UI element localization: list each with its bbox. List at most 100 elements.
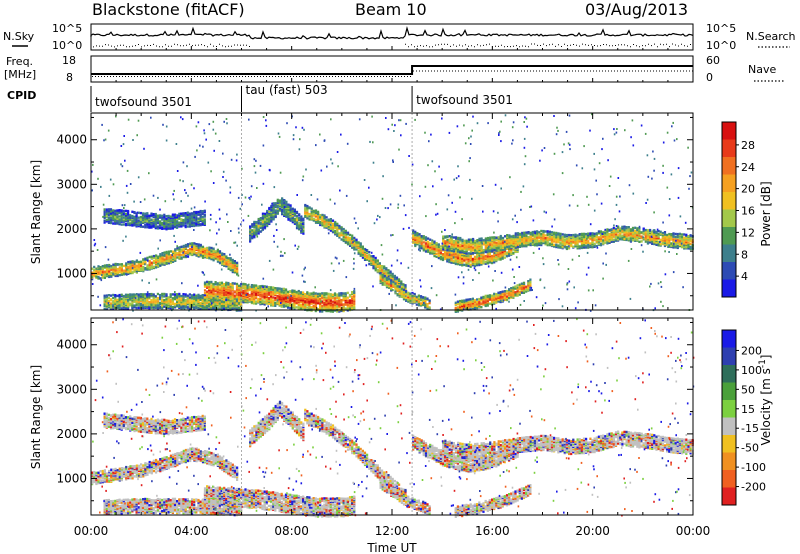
data-cell — [206, 290, 209, 293]
data-cell — [346, 303, 349, 306]
data-cell — [518, 236, 522, 239]
data-cell — [107, 304, 110, 307]
data-cell — [678, 232, 681, 236]
data-cell — [508, 241, 511, 244]
data-cell — [289, 296, 292, 299]
data-cell — [131, 304, 134, 307]
data-cell — [229, 305, 232, 308]
data-cell — [689, 242, 692, 246]
data-cell — [195, 253, 198, 257]
data-cell — [203, 281, 207, 284]
data-cell — [435, 252, 438, 255]
data-cell — [146, 293, 149, 296]
data-cell — [231, 258, 234, 262]
data-cell — [465, 243, 468, 246]
data-cell — [238, 289, 241, 293]
data-cell — [276, 300, 279, 304]
data-cell — [201, 296, 204, 300]
data-cell — [668, 232, 671, 236]
data-cell — [225, 296, 228, 300]
data-cell — [157, 255, 160, 258]
data-cell — [240, 290, 243, 294]
data-cell — [240, 299, 243, 302]
data-cell — [314, 292, 317, 295]
data-cell — [206, 246, 209, 250]
data-cell — [683, 242, 686, 245]
data-cell — [446, 255, 449, 258]
data-cell — [252, 302, 256, 305]
nsky-tick-bottom: 10^0 — [52, 39, 82, 52]
data-cell — [493, 253, 496, 256]
data-cell — [321, 302, 324, 305]
data-cell — [155, 261, 158, 264]
data-cell — [267, 296, 270, 300]
data-cell — [644, 230, 647, 234]
data-cell — [216, 251, 219, 255]
data-cell — [169, 298, 172, 302]
data-cell — [450, 253, 453, 256]
data-cell — [529, 231, 532, 235]
data-cell — [476, 239, 479, 242]
data-cell — [152, 254, 155, 258]
data-cell — [152, 259, 155, 262]
data-cell — [495, 241, 498, 245]
data-cell — [582, 232, 586, 236]
data-cell — [272, 207, 275, 210]
data-cell — [135, 264, 138, 267]
data-cell — [461, 302, 464, 305]
data-cell — [627, 234, 630, 237]
data-cell — [137, 306, 140, 310]
data-cell — [139, 300, 142, 303]
data-cell — [193, 302, 196, 305]
data-cell — [491, 248, 494, 252]
data-cell — [225, 306, 228, 309]
data-cell — [140, 267, 143, 270]
data-cell — [463, 254, 466, 257]
data-cell — [300, 229, 303, 232]
data-cell — [349, 237, 352, 240]
data-cell — [233, 264, 236, 267]
data-cell — [336, 310, 339, 313]
data-cell — [336, 301, 339, 304]
data-cell — [361, 256, 364, 259]
data-cell — [495, 253, 498, 256]
data-cell — [214, 300, 217, 303]
data-cell — [327, 225, 330, 228]
data-cell — [161, 292, 164, 296]
data-cell — [184, 243, 187, 247]
data-cell — [325, 292, 328, 295]
data-cell — [310, 306, 313, 309]
data-cell — [340, 226, 343, 229]
data-cell — [370, 255, 373, 258]
data-cell — [93, 268, 96, 272]
data-cell — [184, 295, 187, 298]
data-cell — [663, 233, 667, 236]
data-cell — [229, 289, 232, 293]
data-cell — [176, 256, 179, 259]
data-cell — [555, 243, 558, 246]
data-cell — [391, 276, 394, 280]
data-cell — [156, 292, 159, 296]
data-cell — [359, 253, 362, 256]
data-cell — [327, 309, 330, 313]
data-cell — [437, 245, 440, 249]
data-cell — [657, 229, 660, 233]
data-cell — [395, 277, 399, 281]
data-cell — [473, 264, 477, 268]
data-cell — [685, 237, 688, 240]
data-cell — [459, 236, 462, 240]
data-cell — [599, 236, 603, 239]
data-cell — [278, 209, 282, 212]
data-cell — [161, 296, 164, 299]
data-cell — [599, 233, 603, 236]
data-cell — [137, 293, 140, 296]
data-cell — [169, 256, 173, 259]
data-cell — [212, 305, 215, 308]
data-cell — [280, 305, 283, 308]
data-cell — [323, 304, 326, 307]
data-cell — [621, 229, 624, 233]
data-cell — [623, 227, 626, 231]
data-cell — [604, 238, 607, 242]
data-cell — [525, 231, 528, 234]
data-cell — [176, 298, 179, 302]
